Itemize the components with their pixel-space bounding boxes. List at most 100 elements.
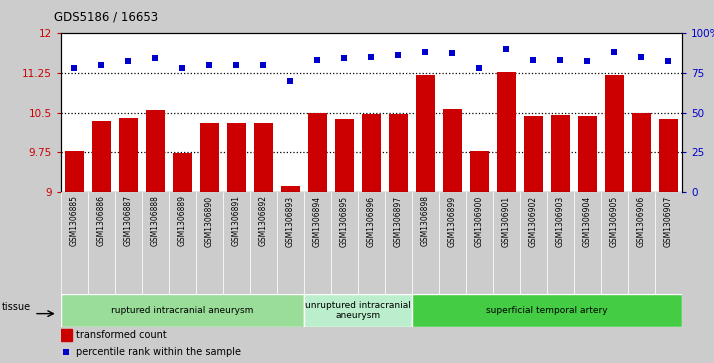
Bar — [497, 72, 516, 192]
Point — [501, 46, 512, 52]
Bar — [119, 118, 138, 192]
Point — [416, 275, 428, 281]
Point — [176, 65, 188, 71]
Bar — [61, 192, 88, 294]
Point — [420, 49, 431, 55]
Bar — [115, 192, 141, 294]
Point — [446, 50, 458, 56]
Text: superficial temporal artery: superficial temporal artery — [486, 306, 608, 315]
Point — [203, 62, 215, 68]
Point — [663, 58, 674, 64]
Point — [608, 49, 620, 55]
Bar — [173, 153, 191, 192]
Bar — [88, 192, 115, 294]
Bar — [362, 114, 381, 192]
Point — [311, 57, 323, 63]
Point — [258, 62, 269, 68]
Bar — [65, 151, 84, 192]
Point — [123, 58, 134, 64]
Bar — [91, 121, 111, 192]
Bar — [605, 75, 624, 192]
Bar — [574, 192, 601, 294]
Point — [366, 54, 377, 60]
Bar — [659, 119, 678, 192]
Point — [528, 57, 539, 63]
Point — [96, 62, 107, 68]
Text: unruptured intracranial
aneurysm: unruptured intracranial aneurysm — [305, 301, 411, 320]
Bar — [655, 192, 682, 294]
Text: GDS5186 / 16653: GDS5186 / 16653 — [54, 11, 158, 24]
Point — [635, 54, 647, 60]
Bar — [439, 192, 466, 294]
Text: GSM1306886: GSM1306886 — [96, 195, 106, 246]
Bar — [335, 119, 353, 192]
Text: ruptured intracranial aneurysm: ruptured intracranial aneurysm — [111, 306, 253, 315]
Text: GSM1306905: GSM1306905 — [610, 195, 619, 247]
Text: GSM1306900: GSM1306900 — [475, 195, 484, 247]
Point — [285, 78, 296, 83]
Bar — [308, 113, 327, 192]
Bar — [253, 123, 273, 192]
Bar — [412, 192, 439, 294]
Text: percentile rank within the sample: percentile rank within the sample — [76, 347, 241, 357]
Bar — [196, 192, 223, 294]
Text: GSM1306885: GSM1306885 — [70, 195, 79, 246]
Bar — [524, 116, 543, 192]
Point — [393, 52, 404, 58]
Bar — [281, 186, 300, 192]
Bar — [303, 192, 331, 294]
Bar — [601, 192, 628, 294]
Text: GSM1306902: GSM1306902 — [529, 195, 538, 246]
Text: GSM1306895: GSM1306895 — [340, 195, 348, 246]
Bar — [493, 192, 520, 294]
Point — [473, 65, 485, 71]
Bar — [628, 192, 655, 294]
Text: transformed count: transformed count — [76, 330, 166, 340]
Point — [555, 57, 566, 63]
Text: GSM1306904: GSM1306904 — [583, 195, 592, 247]
Point — [149, 55, 161, 61]
Bar — [146, 110, 165, 192]
Bar — [466, 192, 493, 294]
Bar — [547, 192, 574, 294]
Text: GSM1306889: GSM1306889 — [178, 195, 187, 246]
Point — [231, 62, 242, 68]
Bar — [61, 294, 303, 327]
Bar — [169, 192, 196, 294]
Bar — [385, 192, 412, 294]
Text: GSM1306903: GSM1306903 — [555, 195, 565, 247]
Text: GSM1306907: GSM1306907 — [664, 195, 673, 247]
Bar — [303, 294, 412, 327]
Bar — [61, 329, 72, 341]
Text: GSM1306898: GSM1306898 — [421, 195, 430, 246]
Text: GSM1306896: GSM1306896 — [367, 195, 376, 246]
Text: GSM1306897: GSM1306897 — [394, 195, 403, 246]
Text: GSM1306901: GSM1306901 — [502, 195, 511, 246]
Bar — [331, 192, 358, 294]
Text: GSM1306891: GSM1306891 — [232, 195, 241, 246]
Bar — [223, 192, 250, 294]
Bar — [389, 114, 408, 192]
Bar — [358, 192, 385, 294]
Text: GSM1306899: GSM1306899 — [448, 195, 457, 246]
Bar — [443, 109, 462, 192]
Bar — [412, 294, 682, 327]
Text: GSM1306890: GSM1306890 — [205, 195, 213, 246]
Text: tissue: tissue — [1, 302, 31, 312]
Bar — [578, 116, 597, 192]
Text: GSM1306893: GSM1306893 — [286, 195, 295, 246]
Bar — [277, 192, 303, 294]
Bar — [551, 115, 570, 192]
Point — [69, 65, 80, 71]
Bar — [200, 123, 218, 192]
Point — [582, 58, 593, 64]
Bar — [520, 192, 547, 294]
Bar — [250, 192, 277, 294]
Text: GSM1306906: GSM1306906 — [637, 195, 646, 247]
Text: GSM1306894: GSM1306894 — [313, 195, 322, 246]
Bar — [632, 113, 650, 192]
Bar — [141, 192, 169, 294]
Text: GSM1306892: GSM1306892 — [258, 195, 268, 246]
Bar — [416, 75, 435, 192]
Bar — [227, 123, 246, 192]
